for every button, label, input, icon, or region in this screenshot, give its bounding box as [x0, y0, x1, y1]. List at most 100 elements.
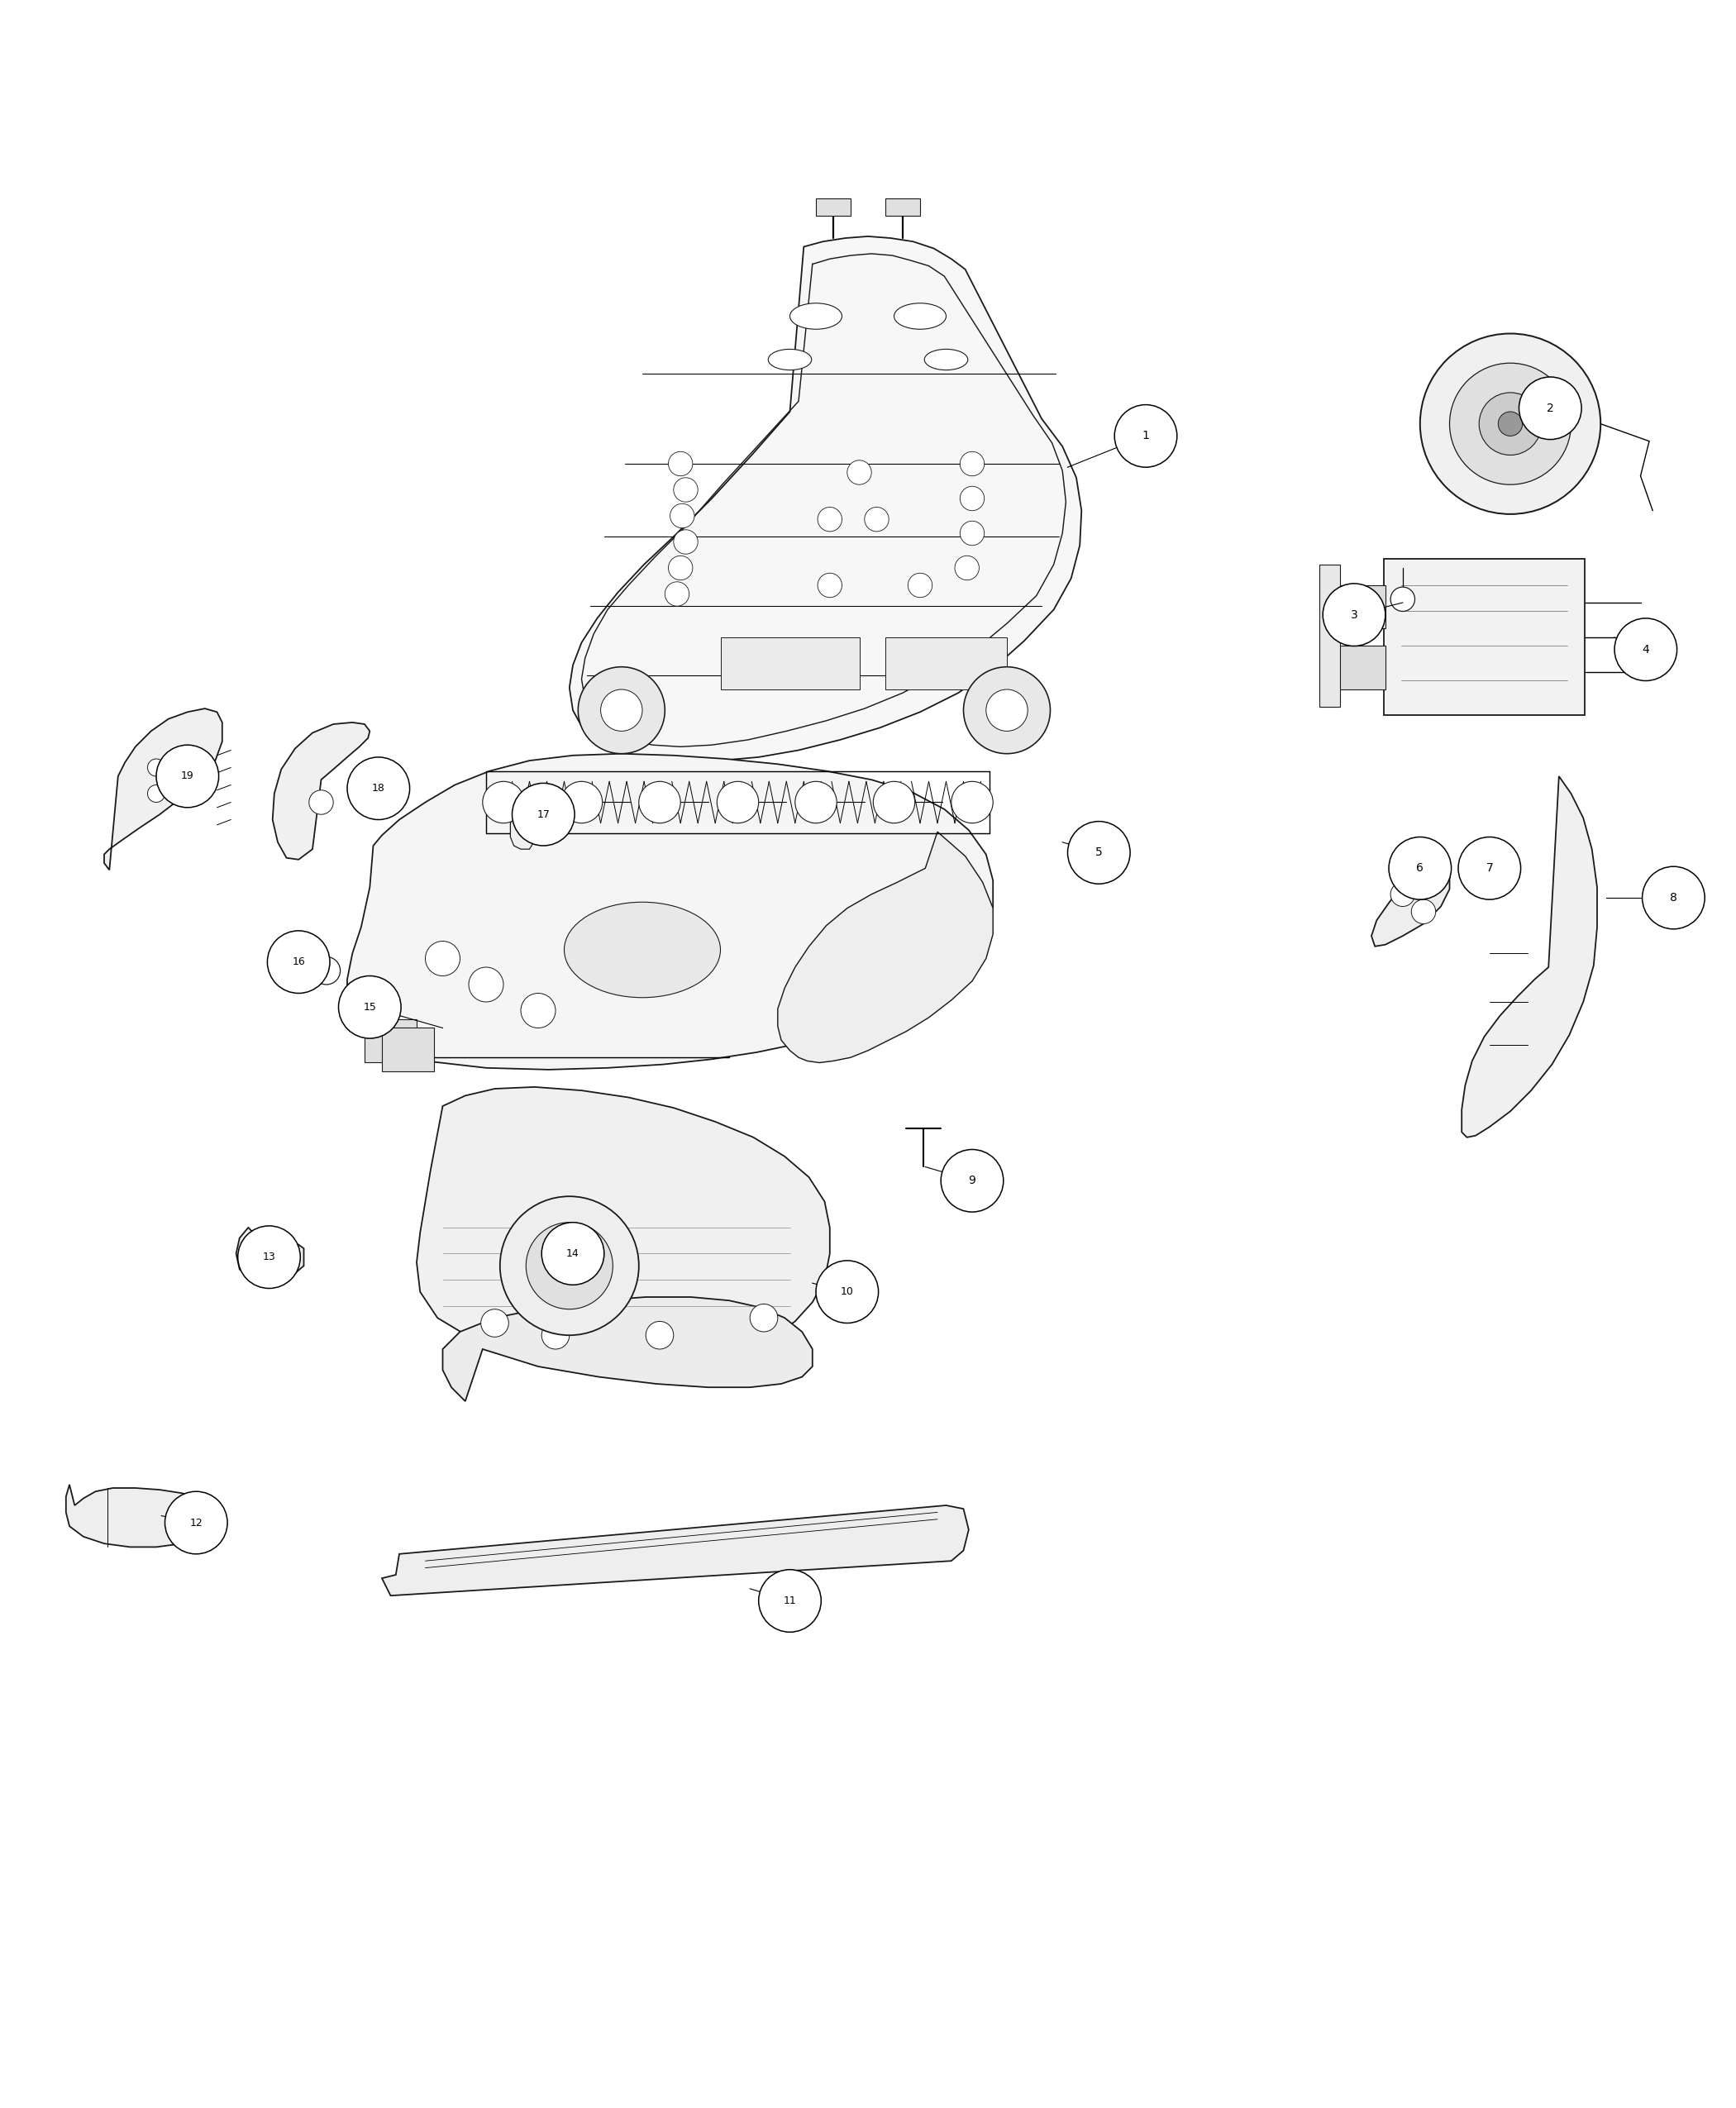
Circle shape [1420, 333, 1601, 514]
Circle shape [1411, 900, 1436, 923]
Circle shape [1519, 377, 1581, 438]
Circle shape [674, 479, 698, 502]
Circle shape [639, 782, 681, 822]
Polygon shape [273, 723, 370, 860]
Polygon shape [1384, 559, 1585, 715]
Text: 14: 14 [566, 1248, 580, 1258]
Ellipse shape [767, 350, 812, 371]
Circle shape [309, 790, 333, 814]
Circle shape [425, 940, 460, 976]
Text: 2: 2 [1547, 403, 1554, 413]
Circle shape [960, 487, 984, 510]
Circle shape [674, 529, 698, 554]
Circle shape [1115, 405, 1177, 468]
Circle shape [179, 750, 196, 767]
Polygon shape [510, 814, 535, 850]
Circle shape [156, 744, 219, 807]
Text: 7: 7 [1486, 862, 1493, 875]
Polygon shape [347, 755, 993, 1069]
Bar [816, 198, 851, 215]
Circle shape [1450, 363, 1571, 485]
Circle shape [908, 573, 932, 597]
Circle shape [847, 460, 871, 485]
Circle shape [1642, 866, 1705, 930]
Circle shape [238, 1227, 300, 1288]
Circle shape [1479, 392, 1542, 455]
Circle shape [267, 932, 330, 993]
Bar [264, 1246, 290, 1273]
Text: 1: 1 [1142, 430, 1149, 443]
Circle shape [312, 957, 340, 984]
Circle shape [1391, 881, 1415, 906]
Circle shape [941, 1149, 1003, 1212]
Bar [1337, 645, 1385, 689]
Text: 4: 4 [1642, 643, 1649, 656]
Circle shape [469, 968, 503, 1001]
Polygon shape [1371, 850, 1450, 946]
Bar [1319, 565, 1340, 706]
Text: 11: 11 [783, 1596, 797, 1606]
Polygon shape [66, 1484, 208, 1547]
Text: 12: 12 [189, 1518, 203, 1528]
Bar [365, 1020, 417, 1062]
Circle shape [552, 1248, 587, 1284]
Circle shape [512, 784, 575, 845]
Circle shape [955, 557, 979, 580]
Circle shape [347, 757, 410, 820]
Ellipse shape [924, 350, 969, 371]
Circle shape [500, 1197, 639, 1334]
Circle shape [148, 784, 165, 803]
Text: 15: 15 [363, 1001, 377, 1012]
Text: 16: 16 [292, 957, 306, 968]
Circle shape [521, 993, 556, 1029]
Circle shape [951, 782, 993, 822]
Ellipse shape [564, 902, 720, 997]
Polygon shape [104, 708, 222, 871]
Bar [1337, 586, 1385, 628]
Circle shape [818, 508, 842, 531]
Circle shape [717, 782, 759, 822]
Circle shape [1389, 837, 1451, 900]
Ellipse shape [790, 304, 842, 329]
Circle shape [481, 1309, 509, 1336]
Circle shape [665, 582, 689, 607]
Text: 5: 5 [1095, 847, 1102, 858]
Text: 8: 8 [1670, 892, 1677, 904]
Circle shape [561, 782, 602, 822]
Circle shape [960, 451, 984, 476]
Circle shape [759, 1570, 821, 1632]
Polygon shape [417, 1088, 830, 1364]
Circle shape [542, 1322, 569, 1349]
Circle shape [963, 666, 1050, 755]
Polygon shape [569, 236, 1082, 763]
Text: 18: 18 [372, 782, 385, 795]
Polygon shape [236, 1227, 304, 1284]
Circle shape [986, 689, 1028, 731]
Circle shape [1391, 586, 1415, 611]
Circle shape [1458, 837, 1521, 900]
Circle shape [668, 557, 693, 580]
Circle shape [670, 504, 694, 527]
Bar [885, 637, 1007, 689]
Text: 9: 9 [969, 1174, 976, 1187]
Circle shape [601, 689, 642, 731]
Text: 3: 3 [1351, 609, 1358, 620]
Text: 10: 10 [840, 1286, 854, 1296]
Circle shape [165, 1492, 227, 1554]
Circle shape [483, 782, 524, 822]
Circle shape [578, 666, 665, 755]
Circle shape [865, 508, 889, 531]
Ellipse shape [894, 304, 946, 329]
Circle shape [818, 573, 842, 597]
Text: 17: 17 [536, 809, 550, 820]
Circle shape [1323, 584, 1385, 645]
Circle shape [1614, 618, 1677, 681]
Circle shape [526, 1223, 613, 1309]
Circle shape [148, 759, 165, 776]
Polygon shape [443, 1296, 812, 1402]
Circle shape [1498, 411, 1522, 436]
Circle shape [1068, 822, 1130, 883]
Polygon shape [778, 833, 993, 1062]
Text: 13: 13 [262, 1252, 276, 1263]
Circle shape [960, 521, 984, 546]
